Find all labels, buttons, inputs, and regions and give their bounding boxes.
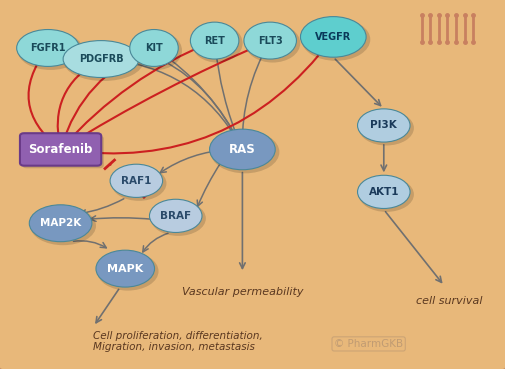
Ellipse shape [300, 17, 366, 57]
Ellipse shape [211, 131, 279, 173]
Text: cell survival: cell survival [416, 296, 483, 306]
Text: MAPK: MAPK [107, 263, 143, 274]
Ellipse shape [210, 129, 275, 170]
Text: Sorafenib: Sorafenib [28, 143, 93, 156]
Text: FGFR1: FGFR1 [30, 43, 66, 53]
Text: Cell proliferation, differentiation,
Migration, invasion, metastasis: Cell proliferation, differentiation, Mig… [93, 331, 263, 352]
Text: RAF1: RAF1 [121, 176, 152, 186]
Text: MAP2K: MAP2K [40, 218, 81, 228]
Text: AKT1: AKT1 [369, 187, 399, 197]
Ellipse shape [17, 30, 79, 66]
Text: PI3K: PI3K [371, 120, 397, 131]
Ellipse shape [97, 252, 159, 291]
Ellipse shape [359, 111, 414, 145]
Ellipse shape [358, 109, 410, 142]
Ellipse shape [245, 24, 300, 62]
Ellipse shape [29, 205, 92, 242]
Text: VEGFR: VEGFR [315, 32, 351, 42]
Ellipse shape [30, 207, 96, 245]
Ellipse shape [150, 201, 206, 236]
Ellipse shape [149, 199, 202, 232]
Text: KIT: KIT [145, 43, 163, 53]
Text: Vascular permeability: Vascular permeability [182, 286, 303, 297]
Ellipse shape [131, 31, 182, 70]
FancyBboxPatch shape [22, 136, 104, 168]
Text: PDGFRB: PDGFRB [79, 54, 123, 64]
Text: BRAF: BRAF [160, 211, 191, 221]
Text: FLT3: FLT3 [258, 35, 283, 46]
Ellipse shape [111, 166, 167, 201]
Ellipse shape [18, 31, 83, 70]
Text: RAS: RAS [229, 143, 256, 156]
FancyBboxPatch shape [20, 133, 101, 166]
Ellipse shape [244, 22, 296, 59]
Ellipse shape [190, 22, 239, 59]
Ellipse shape [96, 250, 155, 287]
Ellipse shape [64, 42, 143, 81]
Text: RET: RET [204, 35, 225, 46]
Ellipse shape [110, 164, 163, 197]
Ellipse shape [192, 24, 242, 62]
Ellipse shape [301, 18, 370, 61]
Ellipse shape [359, 177, 414, 212]
Ellipse shape [358, 175, 410, 208]
Ellipse shape [130, 30, 178, 66]
Ellipse shape [63, 41, 139, 77]
Text: © PharmGKB: © PharmGKB [334, 339, 403, 349]
